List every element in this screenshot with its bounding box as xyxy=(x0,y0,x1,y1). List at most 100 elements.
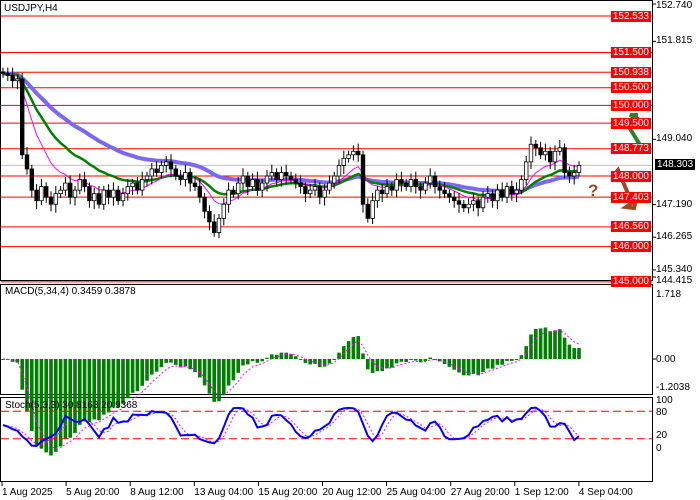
bull-candle xyxy=(92,193,97,202)
macd-histogram-bar xyxy=(289,354,293,359)
macd-histogram-bar xyxy=(30,359,34,432)
level-price-label: 148.000 xyxy=(610,170,651,182)
bear-candle xyxy=(490,193,495,202)
bull-candle xyxy=(466,203,471,209)
bull-candle xyxy=(264,175,270,184)
price-tick-label: 151.815 xyxy=(656,35,693,47)
bull-candle xyxy=(394,179,399,191)
macd-histogram-bar xyxy=(116,359,120,408)
macd-histogram-bar xyxy=(198,359,202,378)
macd-histogram-bar xyxy=(87,359,92,423)
bear-candle xyxy=(303,186,308,195)
macd-histogram-bar xyxy=(135,359,140,392)
bear-candle xyxy=(365,203,370,219)
bull-candle xyxy=(216,217,222,233)
macd-histogram-bar xyxy=(270,354,274,359)
time-axis-label: 13 Aug 04:00 xyxy=(194,487,254,498)
bull-candle xyxy=(471,200,476,205)
macd-histogram-bar xyxy=(447,359,452,367)
bear-candle xyxy=(355,150,361,156)
bull-candle xyxy=(427,175,433,184)
level-price-label: 148.773 xyxy=(610,143,651,155)
stoch-tick-label: 100 xyxy=(656,395,673,406)
macd-histogram-bar xyxy=(529,334,533,359)
macd-histogram-bar xyxy=(183,359,188,367)
bear-candle xyxy=(154,168,159,173)
bear-candle xyxy=(34,189,39,202)
bull-candle xyxy=(39,186,44,202)
symbol-label: USDJPY,H4 xyxy=(4,3,58,14)
macd-histogram-bar xyxy=(298,358,303,360)
bear-candle xyxy=(116,189,121,202)
macd-histogram-bar xyxy=(222,359,226,396)
macd-histogram-bar xyxy=(49,359,53,456)
bear-candle xyxy=(499,189,505,198)
macd-tick-label: 0.00 xyxy=(656,354,676,365)
level-price-label: 151.500 xyxy=(610,46,651,58)
macd-histogram-bar xyxy=(505,359,509,361)
stoch-tick-label: 20 xyxy=(656,430,668,441)
bull-candle xyxy=(139,179,145,191)
macd-histogram-bar xyxy=(265,357,269,359)
bear-candle xyxy=(187,172,193,184)
bear-candle xyxy=(413,179,418,188)
bull-candle xyxy=(384,186,390,195)
bear-candle xyxy=(317,186,322,198)
macd-histogram-bar xyxy=(140,359,144,386)
macd-histogram-bar xyxy=(44,359,48,453)
bear-candle xyxy=(255,179,260,191)
macd-histogram-bar xyxy=(471,359,476,375)
bull-candle xyxy=(125,186,130,195)
macd-histogram-bar xyxy=(332,359,336,360)
price-tick-label: 144.415 xyxy=(656,275,693,286)
bull-candle xyxy=(15,78,20,82)
bull-candle xyxy=(120,193,126,202)
bull-candle xyxy=(111,189,116,198)
macd-histogram-bar xyxy=(308,359,312,365)
bull-candle xyxy=(226,189,231,205)
bear-candle xyxy=(48,196,54,205)
bull-candle xyxy=(163,161,169,166)
level-price-label: 145.000 xyxy=(610,276,651,288)
macd-histogram-bar xyxy=(390,359,394,368)
bear-candle xyxy=(399,179,404,184)
bull-candle xyxy=(370,200,375,219)
macd-histogram-bar xyxy=(394,359,399,364)
macd-histogram-bar xyxy=(481,359,485,373)
macd-histogram-bar xyxy=(423,359,428,361)
bull-candle xyxy=(58,189,63,195)
macd-histogram-bar xyxy=(111,359,116,408)
bear-candle xyxy=(19,78,25,156)
macd-histogram-bar xyxy=(404,359,408,363)
macd-histogram-bar xyxy=(577,347,581,359)
bear-candle xyxy=(68,182,73,198)
macd-histogram-bar xyxy=(490,359,495,369)
macd-histogram-bar xyxy=(164,359,168,363)
bear-candle xyxy=(379,189,385,195)
macd-histogram-bar xyxy=(58,359,63,447)
macd-histogram-bar xyxy=(159,359,164,368)
time-axis-label: 1 Sep 12:00 xyxy=(514,487,569,498)
time-axis-label: 4 Sep 04:00 xyxy=(578,487,633,498)
bear-candle xyxy=(509,186,514,195)
macd-histogram-bar xyxy=(226,359,231,386)
macd-histogram-bar xyxy=(346,341,351,359)
level-price-label: 149.500 xyxy=(610,117,651,129)
macd-histogram-bar xyxy=(428,357,432,359)
bear-candle xyxy=(29,168,34,191)
bear-candle xyxy=(207,210,212,223)
macd-histogram-bar xyxy=(169,359,173,363)
bear-candle xyxy=(360,154,366,205)
macd-histogram-bar xyxy=(217,359,221,402)
macd-histogram-bar xyxy=(313,359,317,364)
macd-tick-label: -1.2038 xyxy=(656,382,690,393)
bull-candle xyxy=(144,175,150,180)
stoch-tick-label: 0 xyxy=(656,443,662,454)
macd-histogram-bar xyxy=(54,359,58,452)
macd-histogram-bar xyxy=(260,359,264,362)
bull-candle xyxy=(572,172,577,177)
stoch-main-line xyxy=(2,406,580,447)
bull-candle xyxy=(514,189,519,195)
